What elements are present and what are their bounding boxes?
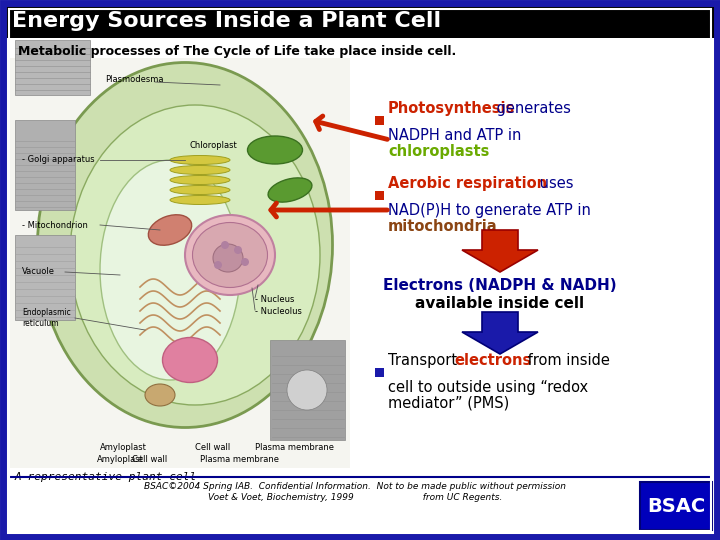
Text: - Nucleus: - Nucleus <box>255 295 294 305</box>
Text: mitochondria: mitochondria <box>388 219 498 234</box>
Ellipse shape <box>148 215 192 245</box>
Circle shape <box>241 258 249 266</box>
Ellipse shape <box>170 156 230 165</box>
FancyBboxPatch shape <box>15 235 75 320</box>
Text: - Golgi apparatus: - Golgi apparatus <box>22 156 94 165</box>
Text: Cell wall: Cell wall <box>132 455 168 464</box>
Ellipse shape <box>192 222 268 287</box>
Text: BSAC©2004 Spring IAB.  Confidential Information.  Not to be made public without : BSAC©2004 Spring IAB. Confidential Infor… <box>144 482 566 491</box>
Ellipse shape <box>163 338 217 382</box>
Polygon shape <box>462 230 538 272</box>
Text: Endoplasmic
reticulum: Endoplasmic reticulum <box>22 308 71 328</box>
Text: Electrons (NADPH & NADH): Electrons (NADPH & NADH) <box>383 278 617 293</box>
Circle shape <box>221 241 229 249</box>
Text: Plasma membrane: Plasma membrane <box>255 443 334 453</box>
Text: NAD(P)H to generate ATP in: NAD(P)H to generate ATP in <box>388 203 591 218</box>
Text: Vacuole: Vacuole <box>22 267 55 276</box>
FancyBboxPatch shape <box>375 191 384 200</box>
Text: from inside: from inside <box>523 353 610 368</box>
Text: generates: generates <box>492 101 571 116</box>
Circle shape <box>214 261 222 269</box>
Circle shape <box>234 246 242 254</box>
Circle shape <box>287 370 327 410</box>
Text: - Nucleolus: - Nucleolus <box>255 307 302 316</box>
Text: Photosynthesis: Photosynthesis <box>388 101 516 116</box>
Ellipse shape <box>70 105 320 405</box>
Ellipse shape <box>100 160 240 380</box>
Text: - Mitochondrion: - Mitochondrion <box>22 220 88 230</box>
Text: Chloroplast: Chloroplast <box>190 140 238 150</box>
Text: cell to outside using “redox: cell to outside using “redox <box>388 380 588 395</box>
Text: Plasmodesma: Plasmodesma <box>105 76 163 84</box>
Ellipse shape <box>145 384 175 406</box>
Ellipse shape <box>170 186 230 194</box>
Text: uses: uses <box>535 176 574 191</box>
Ellipse shape <box>170 176 230 185</box>
Ellipse shape <box>185 215 275 295</box>
Ellipse shape <box>170 195 230 205</box>
Text: Aerobic respiration: Aerobic respiration <box>388 176 547 191</box>
Text: Voet & Voet, Biochemistry, 1999                        from UC Regents.: Voet & Voet, Biochemistry, 1999 from UC … <box>208 493 502 502</box>
Ellipse shape <box>248 136 302 164</box>
Text: Amyloplast: Amyloplast <box>96 455 143 464</box>
Text: available inside cell: available inside cell <box>415 296 585 311</box>
Text: electrons: electrons <box>454 353 531 368</box>
FancyBboxPatch shape <box>270 340 345 440</box>
Text: Transport: Transport <box>388 353 462 368</box>
FancyBboxPatch shape <box>640 482 712 530</box>
Ellipse shape <box>170 165 230 174</box>
FancyBboxPatch shape <box>10 58 350 468</box>
Text: mediator” (PMS): mediator” (PMS) <box>388 396 509 411</box>
Text: chloroplasts: chloroplasts <box>388 144 490 159</box>
FancyBboxPatch shape <box>15 40 90 95</box>
Text: Energy Sources Inside a Plant Cell: Energy Sources Inside a Plant Cell <box>12 11 441 31</box>
Text: A representative plant cell: A representative plant cell <box>15 472 197 482</box>
Ellipse shape <box>213 244 243 272</box>
Text: BSAC: BSAC <box>647 496 705 516</box>
Text: Metabolic processes of The Cycle of Life take place inside cell.: Metabolic processes of The Cycle of Life… <box>18 45 456 58</box>
Text: NADPH and ATP in: NADPH and ATP in <box>388 128 521 143</box>
Text: Plasma membrane: Plasma membrane <box>200 455 279 464</box>
Text: Amyloplast: Amyloplast <box>100 443 147 453</box>
FancyBboxPatch shape <box>375 368 384 377</box>
FancyBboxPatch shape <box>375 116 384 125</box>
Ellipse shape <box>268 178 312 202</box>
FancyBboxPatch shape <box>15 120 75 210</box>
FancyBboxPatch shape <box>4 4 716 38</box>
Polygon shape <box>462 312 538 354</box>
Ellipse shape <box>37 63 333 428</box>
Text: Cell wall: Cell wall <box>195 443 230 453</box>
